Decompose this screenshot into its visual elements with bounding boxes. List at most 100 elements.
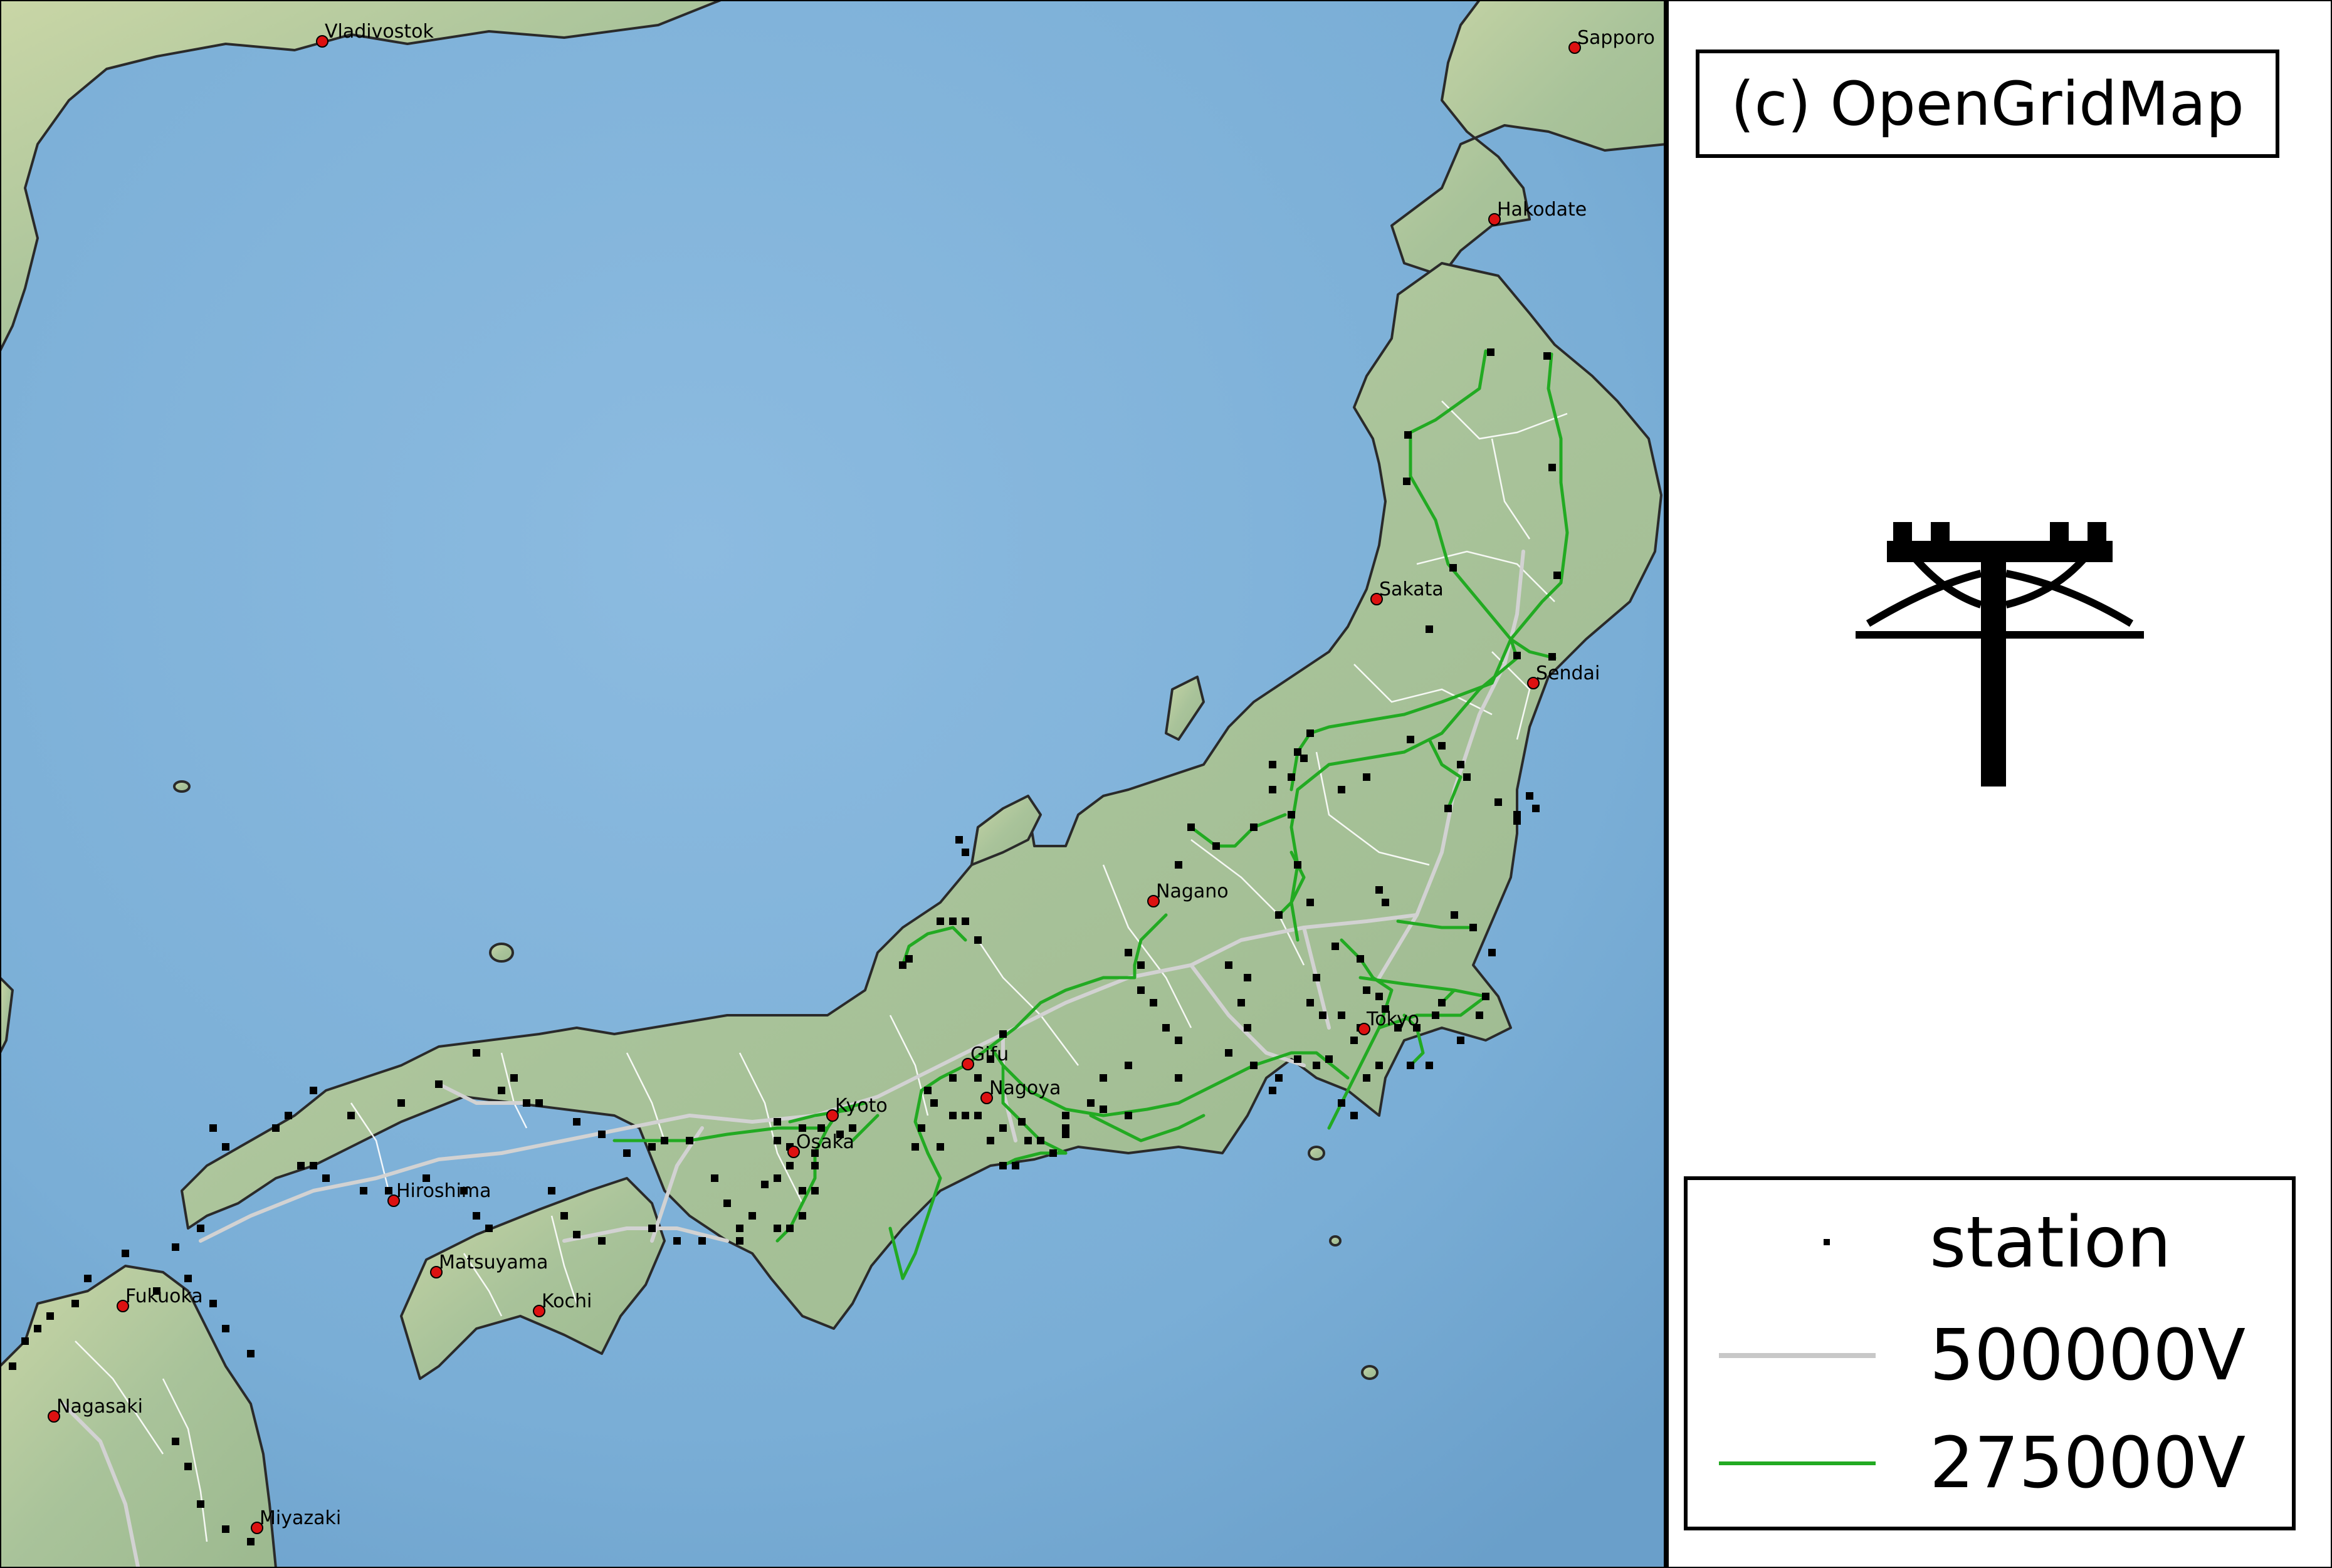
station-marker <box>172 1438 179 1445</box>
city-label: Fukuoka <box>125 1285 203 1307</box>
station-marker <box>272 1124 280 1132</box>
station-marker <box>1457 1037 1464 1044</box>
line-275kv <box>1509 637 1557 660</box>
station-marker <box>817 1124 825 1132</box>
legend-label-500kv: 500000V <box>1930 1315 2246 1396</box>
station-marker <box>1513 817 1521 825</box>
city-marker <box>1488 213 1501 226</box>
station-marker <box>949 1112 957 1119</box>
station-marker <box>1306 729 1314 737</box>
station-marker <box>71 1300 79 1307</box>
station-marker <box>1244 974 1251 981</box>
prefecture-border <box>1491 438 1531 540</box>
prefecture-border <box>1315 751 1430 866</box>
station-marker <box>1300 755 1308 762</box>
city-marker <box>962 1058 974 1070</box>
station-marker <box>1175 1074 1182 1082</box>
station-marker <box>1543 352 1551 360</box>
city-miyazaki[interactable]: Miyazaki <box>251 1507 341 1534</box>
city-sendai[interactable]: Sendai <box>1527 662 1600 689</box>
station-marker <box>1404 431 1412 439</box>
station-marker <box>1553 572 1561 579</box>
city-marker <box>1568 41 1581 54</box>
station-marker <box>1513 652 1521 659</box>
cities: Vladivostok Sapporo Hakodate Sakata Sendai Na… <box>48 21 1655 1534</box>
city-label: Vladivostok <box>325 21 434 43</box>
station-marker <box>1350 1112 1358 1119</box>
copyright-text: (c) OpenGridMap <box>1731 68 2244 139</box>
legend-label-station: station <box>1930 1202 2172 1283</box>
station-marker <box>849 1124 856 1132</box>
station-marker <box>905 955 913 963</box>
prefecture-border <box>162 1378 208 1542</box>
city-osaka[interactable]: Osaka <box>787 1131 854 1158</box>
station-marker <box>322 1174 330 1182</box>
station-marker <box>1432 1011 1439 1019</box>
station-marker <box>598 1237 606 1245</box>
station-marker <box>247 1538 255 1545</box>
line-275kv <box>1277 863 1300 917</box>
city-nagano[interactable]: Nagano <box>1147 881 1229 907</box>
station-marker <box>1331 943 1339 950</box>
station-marker <box>1488 949 1496 956</box>
map-canvas[interactable]: Vladivostok Sapporo Hakodate Sakata Sendai Na… <box>0 0 1666 1568</box>
city-vladivostok[interactable]: Vladivostok <box>316 21 434 48</box>
station-marker <box>1426 625 1433 633</box>
city-hiroshima[interactable]: Hiroshima <box>387 1180 491 1207</box>
station-marker <box>498 1087 505 1094</box>
station-marker <box>423 1174 430 1182</box>
city-sapporo[interactable]: Sapporo <box>1568 27 1655 54</box>
station-marker <box>1212 842 1220 850</box>
station-marker <box>686 1137 693 1144</box>
city-marker <box>316 35 328 48</box>
city-matsuyama[interactable]: Matsuyama <box>430 1252 548 1278</box>
station-marker <box>711 1174 718 1182</box>
line-500kv-swatch <box>1719 1353 1876 1358</box>
city-nagasaki[interactable]: Nagasaki <box>48 1396 143 1423</box>
station-marker <box>222 1525 229 1533</box>
city-label: Osaka <box>796 1131 854 1153</box>
legend-label-275kv: 275000V <box>1930 1423 2246 1504</box>
city-marker <box>1147 895 1160 907</box>
city-marker <box>1527 677 1540 689</box>
station-marker <box>385 1187 392 1194</box>
station-marker <box>1288 811 1295 818</box>
station-marker <box>1275 911 1283 919</box>
city-fukuoka[interactable]: Fukuoka <box>117 1285 203 1312</box>
station-marker <box>648 1225 656 1232</box>
station-marker <box>485 1225 493 1232</box>
station-marker <box>84 1275 92 1282</box>
station-marker <box>172 1243 179 1251</box>
prefecture-border <box>626 1052 666 1141</box>
city-tokyo[interactable]: Tokyo <box>1358 1008 1419 1035</box>
station-marker <box>937 1143 944 1151</box>
mainland-asia <box>0 0 722 352</box>
station-marker <box>1288 773 1295 781</box>
station-marker <box>1526 792 1533 800</box>
legend: station 500000V 275000V <box>1684 1176 2296 1530</box>
station-marker <box>184 1463 192 1470</box>
city-sakata[interactable]: Sakata <box>1370 578 1444 605</box>
station-marker <box>153 1287 160 1295</box>
city-hakodate[interactable]: Hakodate <box>1488 199 1587 226</box>
station-marker <box>999 1030 1007 1038</box>
city-kochi[interactable]: Kochi <box>533 1290 592 1317</box>
line-500kv <box>199 1114 817 1243</box>
station-marker <box>623 1149 631 1157</box>
city-nagoya[interactable]: Nagoya <box>980 1077 1061 1104</box>
city-marker <box>787 1146 800 1158</box>
izu-island-1 <box>1308 1146 1325 1161</box>
station-marker <box>460 1187 468 1194</box>
transmission-lines-275kv <box>612 349 1569 1280</box>
city-gifu[interactable]: Gifu <box>962 1043 1009 1070</box>
city-kyoto[interactable]: Kyoto <box>826 1095 888 1122</box>
station-marker <box>1438 999 1446 1006</box>
station-marker <box>209 1124 217 1132</box>
station-marker <box>774 1137 781 1144</box>
station-marker <box>1375 1062 1383 1069</box>
station-marker <box>1062 1124 1069 1132</box>
prefecture-border <box>463 1253 503 1317</box>
line-500kv <box>1377 550 1525 980</box>
station-marker <box>1250 823 1258 831</box>
station-marker <box>1225 1049 1232 1057</box>
